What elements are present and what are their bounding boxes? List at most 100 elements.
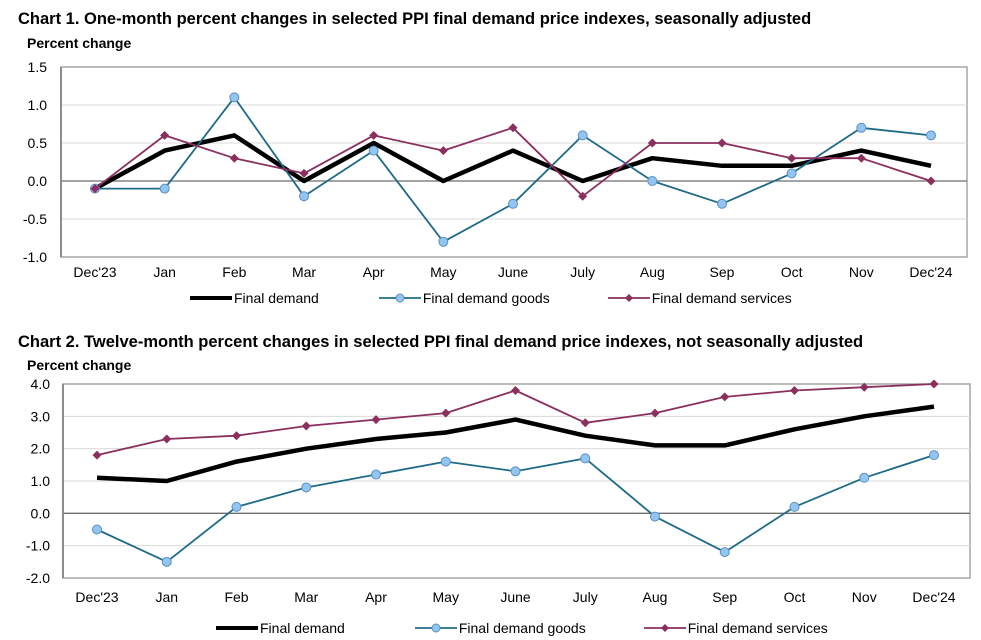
chart-2-x-tick-label: May xyxy=(433,589,459,605)
chart-2-series-final-demand-goods-point xyxy=(929,450,939,461)
chart-2-series-final-demand-services-point xyxy=(929,379,939,389)
chart-1-series-final-demand-services-point xyxy=(717,138,727,148)
chart-2-y-tick-label: 1.0 xyxy=(31,473,51,489)
legend-label: Final demand services xyxy=(687,620,828,636)
chart-1-x-tick-label: Sep xyxy=(710,264,735,280)
chart-1-y-axis-label: Percent change xyxy=(27,35,132,51)
legend-item: Final demand xyxy=(216,620,345,636)
chart-1-x-tick-label: July xyxy=(570,264,595,280)
chart-1-series-final-demand-goods-point xyxy=(159,183,170,194)
chart-2-series-final-demand-services-point xyxy=(441,408,451,418)
chart-1-series-final-demand-goods-point xyxy=(577,130,588,141)
chart-2-y-tick-label: 3.0 xyxy=(31,408,51,424)
legend-swatch-marker xyxy=(431,623,441,633)
chart-2-series-final-demand-services-point xyxy=(92,450,102,460)
chart-1-series-final-demand-goods-point xyxy=(368,145,379,156)
legend-item: Final demand xyxy=(190,290,319,306)
chart-1-series-final-demand-services-point xyxy=(508,123,518,133)
chart-2-x-tick-label: Nov xyxy=(852,589,877,605)
chart-2-y-tick-label: 2.0 xyxy=(31,441,51,457)
chart-2-series-final-demand-goods-point xyxy=(510,466,521,477)
legend-swatch-icon xyxy=(378,293,421,303)
legend-swatch-icon xyxy=(216,626,258,630)
chart-2-y-tick-label: 0.0 xyxy=(31,505,51,521)
legend-swatch-marker xyxy=(395,293,405,303)
chart-2-series-final-demand-goods-point xyxy=(440,456,451,467)
chart-1-series-final-demand-services-point xyxy=(369,130,379,140)
chart-1-x-tick-label: Dec'24 xyxy=(909,264,952,280)
legend-item: Final demand goods xyxy=(378,290,550,306)
chart-2-series-final-demand-goods-point xyxy=(859,472,870,483)
legend-label: Final demand xyxy=(234,290,319,306)
chart-1-series-final-demand-line xyxy=(93,133,932,191)
chart-2-x-tick-label: Sep xyxy=(712,589,737,605)
chart-2-series-final-demand-services-point xyxy=(720,392,730,402)
chart-2-series-final-demand-services-point xyxy=(511,385,520,395)
chart-2-x-tick-label: Mar xyxy=(294,589,318,605)
chart-2-x-tick-label: Dec'24 xyxy=(912,589,955,605)
chart-1-y-tick-label: 1.5 xyxy=(28,59,48,75)
chart-1-x-tick-label: June xyxy=(498,264,529,280)
chart-2-series-final-demand-line xyxy=(96,404,935,484)
chart-2-series-final-demand-services-point xyxy=(650,408,660,418)
chart-2-series-final-demand-goods-point xyxy=(789,501,800,512)
chart-1-series-final-demand-goods-point xyxy=(229,92,240,103)
chart-2-x-tick-label: Apr xyxy=(365,589,387,605)
chart-2-series-final-demand-services-point xyxy=(162,434,172,444)
chart-1-title: Chart 1. One-month percent changes in se… xyxy=(18,10,812,28)
chart-2-y-axis-label: Percent change xyxy=(27,357,132,373)
chart-1-series-final-demand-services-point xyxy=(926,176,936,186)
chart-1-x-tick-label: Nov xyxy=(849,264,874,280)
chart-2-x-tick-label: Dec'23 xyxy=(75,589,118,605)
chart-1-series-final-demand-goods-point xyxy=(299,191,309,202)
legend-swatch-icon xyxy=(414,623,457,633)
chart-1-x-tick-label: Feb xyxy=(222,264,246,280)
chart-2-x-tick-label: Jan xyxy=(155,589,178,605)
chart-2-series-final-demand-goods-point xyxy=(161,556,172,567)
chart-2-series-final-demand-goods-point xyxy=(231,501,242,512)
legend-label: Final demand xyxy=(260,620,345,636)
legend-swatch-icon xyxy=(190,296,232,300)
chart-1-series-final-demand-goods-point xyxy=(508,198,518,209)
legend-item: Final demand goods xyxy=(414,620,586,636)
chart-2-series-final-demand-goods-point xyxy=(301,482,312,493)
chart-1-series-final-demand-services-point xyxy=(160,130,170,140)
chart-2-series-final-demand-services-point xyxy=(232,431,241,441)
legend-swatch-marker xyxy=(660,624,669,632)
chart-2-y-tick-label: -1.0 xyxy=(26,538,50,554)
chart-2-series-final-demand-services-point xyxy=(301,421,311,431)
chart-1-x-tick-label: Aug xyxy=(640,264,665,280)
legend-label: Final demand services xyxy=(651,290,792,306)
chart-2-x-tick-label: Feb xyxy=(224,589,248,605)
chart-1-series-final-demand-services-point xyxy=(229,153,239,163)
chart-1-series-final-demand-services-point xyxy=(856,153,866,163)
chart-1-series-final-demand-goods-point xyxy=(647,176,658,186)
chart-1-y-tick-label: 1.0 xyxy=(28,97,48,113)
chart-2-series-final-demand-goods-point xyxy=(92,524,102,535)
chart-2-series-final-demand-goods-point xyxy=(580,453,591,464)
chart-1-series-final-demand-services-point xyxy=(578,191,588,201)
chart-2-series-final-demand-goods-point xyxy=(719,547,730,558)
chart-1-x-tick-label: Dec'23 xyxy=(73,264,116,280)
chart-2-y-tick-label: -2.0 xyxy=(26,570,50,586)
chart-2-series-final-demand-services-point xyxy=(859,382,869,392)
chart-1-series-final-demand-goods-point xyxy=(438,236,449,247)
chart-2-title: Chart 2. Twelve-month percent changes in… xyxy=(18,333,864,351)
chart-1-series-final-demand-goods-point xyxy=(717,198,727,209)
chart-1-x-tick-label: Jan xyxy=(153,264,176,280)
chart-2-x-tick-label: Aug xyxy=(643,589,668,605)
legend-item: Final demand services xyxy=(607,290,792,306)
chart-2-y-tick-label: 4.0 xyxy=(31,376,51,392)
chart-1-series-final-demand-services-point xyxy=(438,146,448,156)
chart-1-y-tick-label: -1.0 xyxy=(23,249,47,265)
chart-1-x-tick-label: Oct xyxy=(781,264,803,280)
chart-2-series-final-demand-goods-point xyxy=(371,469,381,480)
chart-2-x-tick-label: July xyxy=(573,589,598,605)
chart-1-series-final-demand-services-point xyxy=(90,184,100,194)
legend-label: Final demand goods xyxy=(458,620,586,636)
chart-2-x-tick-label: Oct xyxy=(784,589,806,605)
chart-1-legend: Final demand Final demand goods Final dema… xyxy=(190,290,792,306)
chart-1-x-tick-label: May xyxy=(430,264,456,280)
chart-2-series-final-demand-services-point xyxy=(371,415,381,425)
